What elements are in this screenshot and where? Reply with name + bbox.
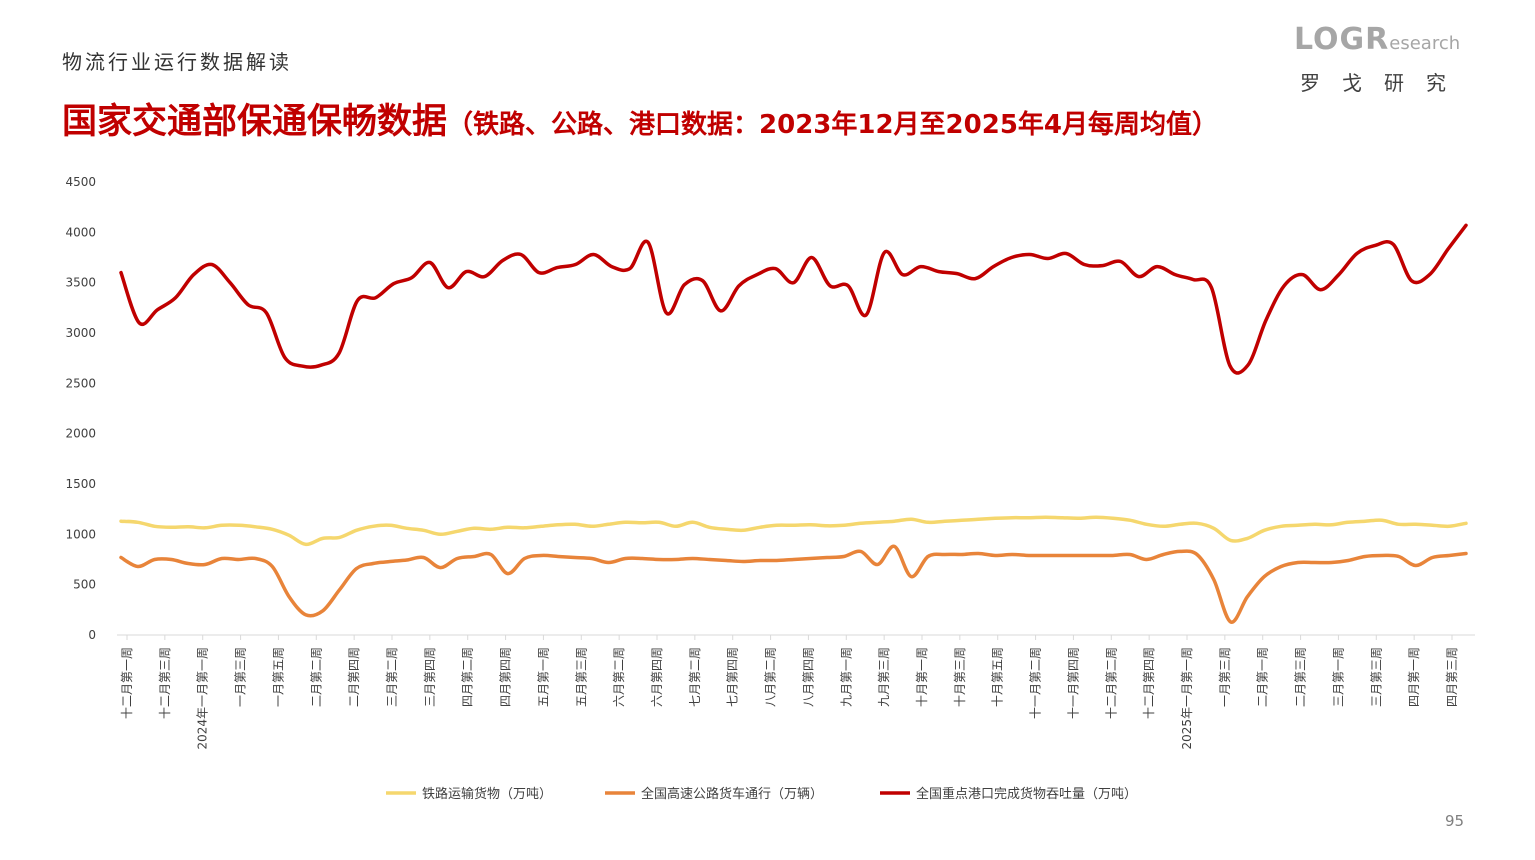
x-tick-label: 十月第一周 <box>915 647 929 707</box>
x-tick-label: 六月第四周 <box>650 647 664 707</box>
page-title: 国家交通部保通保畅数据（铁路、公路、港口数据：2023年12月至2025年4月每… <box>62 93 1218 144</box>
x-tick-label: 十月第五周 <box>991 647 1005 707</box>
logo-wordmark: LOGResearch <box>1294 22 1460 57</box>
logo-chinese-name: 罗戈研究 <box>1300 71 1468 95</box>
x-tick-label: 四月第四周 <box>499 647 513 707</box>
y-tick-label: 1000 <box>65 527 96 541</box>
y-tick-label: 2500 <box>65 376 96 390</box>
title-main: 国家交通部保通保畅数据 <box>62 102 448 142</box>
x-tick-label: 二月第一周 <box>1256 647 1270 707</box>
x-tick-label: 三月第四周 <box>423 647 437 707</box>
legend-label: 全国重点港口完成货物吞吐量（万吨） <box>916 786 1137 802</box>
x-tick-label: 五月第三周 <box>574 647 588 707</box>
page-number: 95 <box>1445 812 1465 830</box>
x-tick-label: 二月第四周 <box>347 647 361 707</box>
report-subtitle: 物流行业运行数据解读 <box>62 50 292 74</box>
x-tick-label: 九月第一周 <box>839 647 853 707</box>
x-tick-label: 七月第四周 <box>726 647 740 707</box>
x-tick-label: 四月第二周 <box>461 647 475 707</box>
x-tick-label: 四月第一周 <box>1407 647 1421 707</box>
x-tick-label: 三月第二周 <box>385 647 399 707</box>
logo: LOGResearch 罗戈研究 <box>1294 22 1474 97</box>
x-tick-label: 二月第三周 <box>1294 647 1308 707</box>
highway-series-line <box>119 544 1468 624</box>
x-tick-label: 十二月第四周 <box>1142 647 1156 719</box>
x-axis: 十二月第一周 十二月第三周 2024年一月第一周 一月第三周 一月第五周 二月第二周 二月第… <box>117 634 1475 750</box>
y-tick-label: 0 <box>88 628 96 642</box>
y-tick-label: 3000 <box>65 326 96 340</box>
legend: 铁路运输货物（万吨） 全国高速公路货车通行（万辆） 全国重点港口完成货物吞吐量（万吨… <box>386 786 1137 802</box>
title-sub: （铁路、公路、港口数据：2023年12月至2025年4月每周均值） <box>447 110 1219 140</box>
x-tick-label: 十一月第二周 <box>1029 647 1043 719</box>
y-tick-label: 3500 <box>65 276 96 290</box>
x-tick-label: 六月第二周 <box>612 647 626 707</box>
legend-item-highway: 全国高速公路货车通行（万辆） <box>605 786 823 802</box>
port-series-line <box>119 223 1468 375</box>
x-tick-label: 九月第三周 <box>877 647 891 707</box>
y-tick-label: 4500 <box>65 175 96 189</box>
legend-label: 铁路运输货物（万吨） <box>422 786 552 802</box>
x-tick-label: 四月第三周 <box>1445 647 1459 707</box>
series-layer <box>119 223 1468 624</box>
x-tick-label: 二月第二周 <box>309 647 323 707</box>
y-tick-label: 500 <box>73 578 96 592</box>
legend-label: 全国高速公路货车通行（万辆） <box>641 786 823 802</box>
x-tick-label: 十一月第四周 <box>1066 647 1080 719</box>
x-tick-label: 十二月第一周 <box>120 647 134 719</box>
x-tick-label: 八月第二周 <box>764 647 778 707</box>
logo-wordmark-main: LOGR <box>1294 22 1390 57</box>
y-tick-label: 4000 <box>65 225 96 239</box>
x-tick-label: 五月第一周 <box>536 647 550 707</box>
y-tick-label: 1500 <box>65 477 96 491</box>
rail-series-line <box>119 515 1468 547</box>
x-tick-label: 十二月第二周 <box>1104 647 1118 719</box>
legend-item-port: 全国重点港口完成货物吞吐量（万吨） <box>880 786 1137 802</box>
y-axis: 0 500 1000 1500 2000 2500 3000 3500 4000 4500 <box>65 175 96 642</box>
x-tick-label: 三月第三周 <box>1369 647 1383 707</box>
x-tick-label: 2025年一月第一周 <box>1180 647 1194 750</box>
x-tick-label: 十二月第三周 <box>158 647 172 719</box>
logo-wordmark-suffix: esearch <box>1389 33 1461 54</box>
x-tick-label: 七月第二周 <box>688 647 702 707</box>
x-tick-label: 一月第三周 <box>1218 647 1232 707</box>
y-tick-label: 2000 <box>65 427 96 441</box>
x-tick-label: 三月第一周 <box>1331 647 1345 707</box>
x-tick-label: 八月第四周 <box>801 647 815 707</box>
x-tick-label: 一月第三周 <box>234 647 248 707</box>
x-tick-label: 2024年一月第一周 <box>196 647 210 750</box>
legend-item-rail: 铁路运输货物（万吨） <box>386 786 552 802</box>
x-tick-label: 十月第三周 <box>953 647 967 707</box>
x-tick-label: 一月第五周 <box>271 647 285 707</box>
